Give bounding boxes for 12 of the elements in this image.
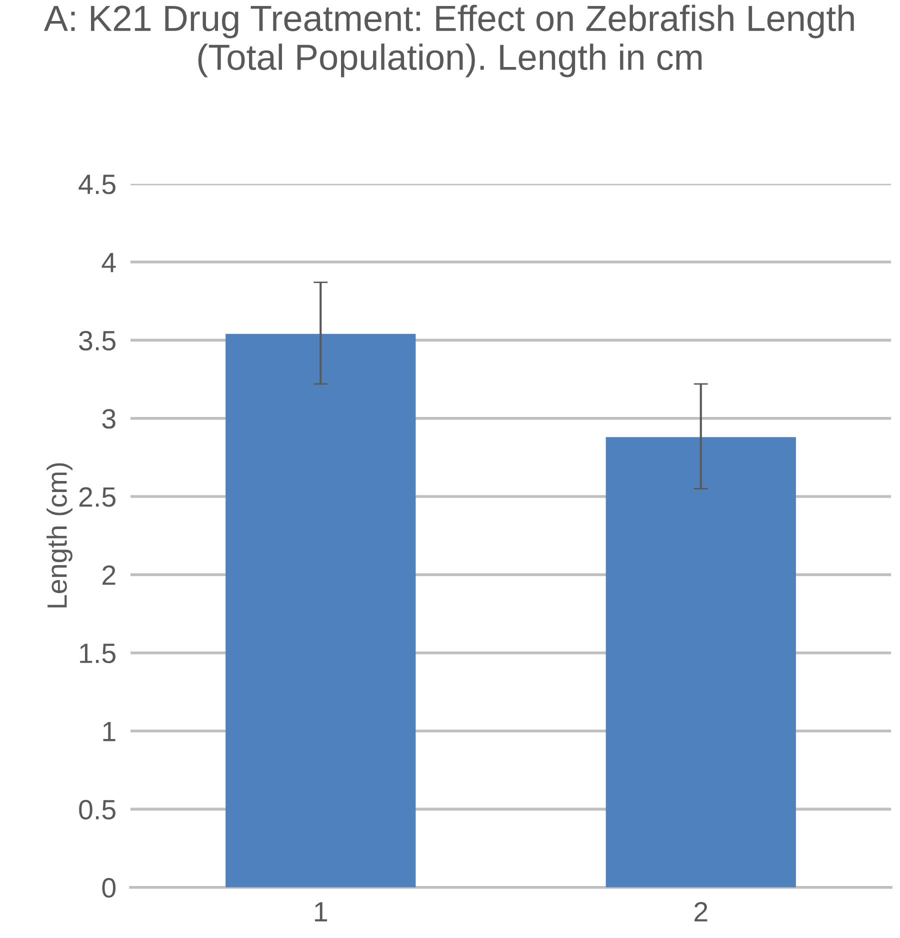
y-tick-label: 2 — [102, 565, 116, 585]
y-tick-label: 4 — [102, 252, 116, 272]
y-tick-label: 0 — [102, 878, 116, 898]
y-tick-label: 3 — [102, 409, 116, 429]
y-tick-label: 3.5 — [79, 330, 116, 351]
y-tick-label: 1.5 — [80, 644, 116, 664]
y-tick-label: 4.5 — [78, 174, 116, 194]
y-tick-label: 2.5 — [79, 487, 116, 507]
y-tick-label: 0.5 — [79, 800, 116, 820]
chart-title: A: K21 Drug Treatment: Effect on Zebrafish Length (Total Population). Length in cm — [44, 4, 854, 78]
y-tick-label: 1 — [103, 722, 116, 742]
y-axis-title: Length (cm) — [46, 463, 72, 608]
